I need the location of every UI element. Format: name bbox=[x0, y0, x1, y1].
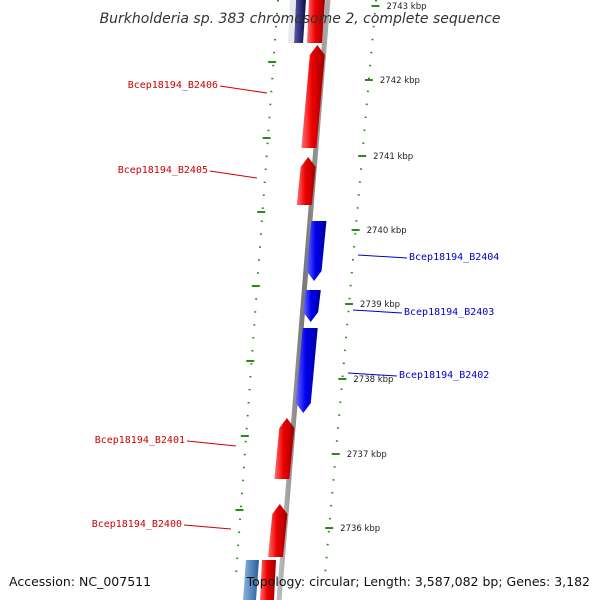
guide-line-right bbox=[324, 0, 377, 576]
partial-gene-bottom-steel bbox=[243, 560, 259, 600]
gene-label[interactable]: Bcep18194_B2401 bbox=[95, 435, 185, 446]
gene-arrow[interactable] bbox=[306, 221, 327, 281]
guide-line-left bbox=[235, 0, 279, 576]
guide-lines bbox=[235, 0, 377, 576]
gene-arrow[interactable] bbox=[303, 290, 321, 322]
gene-label[interactable]: Bcep18194_B2402 bbox=[399, 370, 489, 381]
gene-label[interactable]: Bcep18194_B2405 bbox=[118, 165, 208, 176]
tick-label: 2737 kbp bbox=[347, 450, 387, 460]
gene-arrow[interactable] bbox=[295, 328, 318, 413]
tick-label: 2741 kbp bbox=[373, 152, 413, 162]
tick-label: 2742 kbp bbox=[380, 76, 420, 86]
tick-label: 2736 kbp bbox=[340, 524, 380, 534]
tick-label: 2739 kbp bbox=[360, 300, 400, 310]
gene-label-leader bbox=[219, 85, 268, 94]
gene-label-leader bbox=[347, 372, 398, 377]
gene-features: Bcep18194_B2406 Bcep18194_B2405 Bcep18194_… bbox=[92, 45, 500, 557]
map-title: Burkholderia sp. 383 chromosome 2, compl… bbox=[100, 11, 501, 27]
gene-Bcep18194_B2405[interactable]: Bcep18194_B2405 bbox=[118, 157, 316, 205]
gene-label[interactable]: Bcep18194_B2406 bbox=[128, 80, 218, 91]
gene-arrow[interactable] bbox=[268, 504, 288, 557]
partial-genes bbox=[243, 0, 325, 600]
partial-gene-top-red bbox=[307, 0, 325, 43]
scale-ticks: 2743 kbp 2742 kbp 2741 kbp 2740 kbp 2739 kbp… bbox=[235, 2, 427, 534]
gene-label[interactable]: Bcep18194_B2400 bbox=[92, 519, 182, 530]
partial-gene-bottom-red bbox=[260, 560, 276, 600]
gene-Bcep18194_B2400[interactable]: Bcep18194_B2400 bbox=[92, 504, 288, 557]
partial-gene-top-white bbox=[288, 0, 296, 43]
summary-text: Topology: circular; Length: 3,587,082 bp… bbox=[246, 574, 590, 589]
gene-label-leader bbox=[183, 524, 232, 530]
tick-label: 2738 kbp bbox=[353, 375, 393, 385]
gene-arrow[interactable] bbox=[274, 418, 295, 479]
accession-text: Accession: NC_007511 bbox=[9, 574, 151, 589]
gene-Bcep18194_B2402[interactable]: Bcep18194_B2402 bbox=[295, 328, 490, 413]
tick-label: 2740 kbp bbox=[367, 226, 407, 236]
gene-label-leader bbox=[186, 440, 237, 447]
gene-label[interactable]: Bcep18194_B2403 bbox=[404, 307, 494, 318]
gene-arrow[interactable] bbox=[301, 45, 325, 148]
gene-Bcep18194_B2406[interactable]: Bcep18194_B2406 bbox=[128, 45, 325, 148]
gene-arrow[interactable] bbox=[296, 157, 316, 205]
gene-Bcep18194_B2401[interactable]: Bcep18194_B2401 bbox=[95, 418, 295, 479]
partial-gene-top-navy bbox=[294, 0, 306, 43]
tick-label: 2743 kbp bbox=[386, 2, 426, 12]
gene-Bcep18194_B2404[interactable]: Bcep18194_B2404 bbox=[306, 221, 500, 281]
gene-label-leader bbox=[209, 170, 258, 179]
gene-Bcep18194_B2403[interactable]: Bcep18194_B2403 bbox=[303, 290, 494, 322]
gene-label[interactable]: Bcep18194_B2404 bbox=[409, 252, 499, 263]
gene-label-leader bbox=[357, 254, 408, 259]
gene-label-leader bbox=[352, 309, 403, 314]
